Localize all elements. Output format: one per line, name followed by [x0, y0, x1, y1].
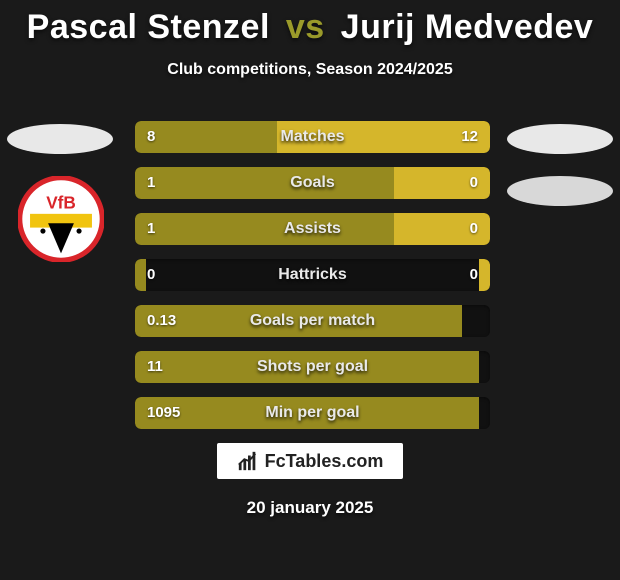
player2-name: Jurij Medvedev: [341, 8, 594, 46]
chart-icon: [237, 450, 259, 472]
stat-value-left: 1: [135, 167, 167, 199]
stat-value-left: 1: [135, 213, 167, 245]
subtitle: Club competitions, Season 2024/2025: [0, 61, 620, 79]
vs-label: vs: [280, 8, 331, 46]
stat-row: 10Goals: [135, 167, 490, 199]
player1-name: Pascal Stenzel: [27, 8, 270, 46]
date-label: 20 january 2025: [0, 498, 620, 518]
stat-value-right: 0: [458, 213, 490, 245]
avatar-placeholder-right-2: [507, 176, 613, 206]
stat-value-right: 0: [458, 259, 490, 291]
stat-row: 11Shots per goal: [135, 351, 490, 383]
stat-value-left: 11: [135, 351, 175, 383]
stat-bar-left: [135, 213, 394, 245]
stat-value-left: 0.13: [135, 305, 188, 337]
stat-row: 0 0Hattricks: [135, 259, 490, 291]
stat-value-left: 1095: [135, 397, 192, 429]
stat-value-left: 8: [135, 121, 167, 153]
avatar-placeholder-right-1: [507, 124, 613, 154]
stat-label: Hattricks: [135, 259, 490, 291]
watermark: FcTables.com: [217, 443, 403, 479]
watermark-text: FcTables.com: [265, 451, 384, 472]
stat-value-right: 0: [458, 167, 490, 199]
stat-row: 10Assists: [135, 213, 490, 245]
avatar-placeholder-left: [7, 124, 113, 154]
stat-value-left: 0: [135, 259, 167, 291]
svg-text:VfB: VfB: [46, 193, 76, 213]
stat-row: 0.13Goals per match: [135, 305, 490, 337]
stat-bar-left: [135, 351, 479, 383]
stat-row: 812Matches: [135, 121, 490, 153]
club-badge-left: VfB: [18, 176, 104, 262]
stat-value-right: 12: [449, 121, 490, 153]
stat-row: 1095Min per goal: [135, 397, 490, 429]
comparison-bars: 812Matches10Goals10Assists00Hattricks0.1…: [135, 121, 490, 443]
stat-bar-left: [135, 167, 394, 199]
